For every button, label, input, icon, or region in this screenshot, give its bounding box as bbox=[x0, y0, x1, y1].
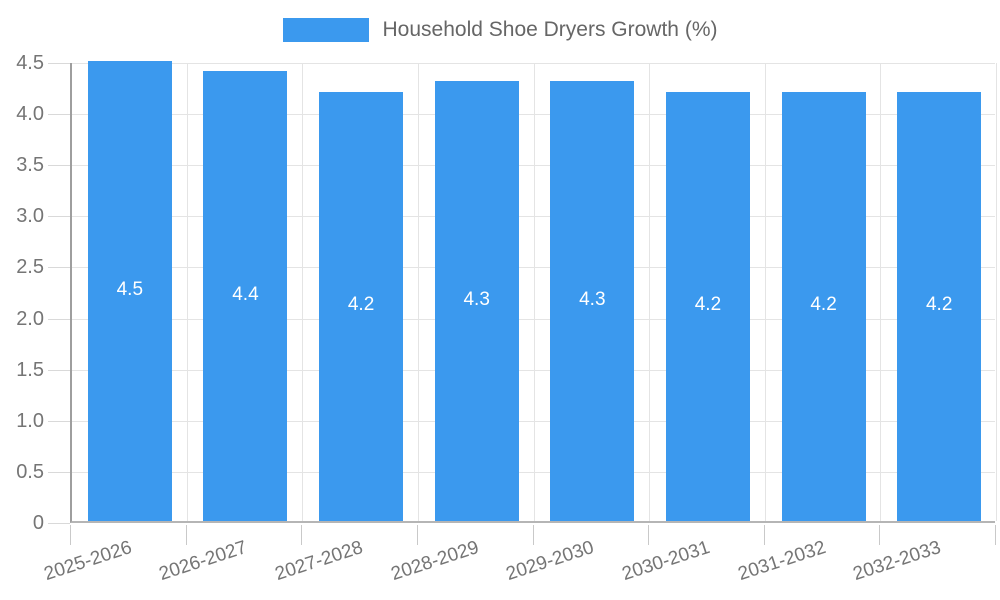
y-axis-label: 0 bbox=[32, 512, 44, 534]
y-axis-label: 4.0 bbox=[16, 103, 44, 126]
x-tick bbox=[301, 525, 303, 545]
bar[interactable]: 4.4 bbox=[203, 71, 288, 521]
y-axis-label: 1.0 bbox=[16, 409, 44, 432]
bar-value-label: 4.2 bbox=[925, 294, 953, 316]
y-axis-label: 2.5 bbox=[16, 256, 44, 279]
bar-value-label: 4.4 bbox=[232, 284, 259, 306]
bar[interactable]: 4.5 bbox=[87, 61, 172, 521]
x-tick bbox=[879, 525, 881, 545]
y-axis-label: 3.0 bbox=[16, 205, 44, 228]
bar[interactable]: 4.2 bbox=[897, 91, 982, 521]
x-grid-line bbox=[880, 63, 882, 521]
legend[interactable]: Household Shoe Dryers Growth (%) bbox=[0, 18, 1000, 42]
y-tick bbox=[48, 267, 70, 269]
x-grid-line bbox=[996, 63, 997, 521]
y-axis-label: 1.5 bbox=[16, 358, 44, 381]
y-axis-label: 2.0 bbox=[16, 307, 44, 330]
y-tick bbox=[48, 216, 70, 218]
bar[interactable]: 4.3 bbox=[434, 81, 519, 521]
y-tick bbox=[48, 523, 70, 524]
x-tick bbox=[995, 525, 996, 545]
y-tick bbox=[48, 165, 70, 167]
bar-value-label: 4.2 bbox=[347, 294, 375, 316]
x-grid-line bbox=[302, 63, 304, 521]
x-tick bbox=[70, 525, 71, 545]
x-grid-line bbox=[649, 63, 651, 521]
bar[interactable]: 4.3 bbox=[550, 81, 635, 521]
x-tick bbox=[185, 525, 187, 545]
x-tick bbox=[648, 525, 650, 545]
x-tick bbox=[763, 525, 765, 545]
bar[interactable]: 4.2 bbox=[319, 91, 404, 521]
bar-value-label: 4.2 bbox=[694, 294, 722, 316]
x-grid-line bbox=[417, 63, 419, 521]
x-grid-line bbox=[533, 63, 535, 521]
bar-value-label: 4.3 bbox=[579, 289, 606, 311]
bar-value-label: 4.3 bbox=[463, 289, 490, 311]
x-tick bbox=[532, 525, 534, 545]
plot-area: 4.5 4.4 4.2 4.3 4.3 4.2 4.2 4.2 bbox=[70, 61, 997, 523]
bar-value-label: 4.5 bbox=[116, 279, 144, 300]
x-grid-line bbox=[764, 63, 766, 521]
x-tick bbox=[416, 525, 418, 545]
legend-series-label: Household Shoe Dryers Growth (%) bbox=[382, 18, 718, 41]
bar-value-label: 4.2 bbox=[810, 294, 837, 316]
y-tick bbox=[48, 420, 70, 422]
y-tick bbox=[48, 471, 70, 473]
y-axis-label: 4.5 bbox=[16, 52, 44, 74]
y-axis-label: 0.5 bbox=[16, 460, 44, 483]
y-axis-label: 3.5 bbox=[16, 154, 44, 177]
y-tick bbox=[48, 114, 70, 116]
x-grid-line bbox=[186, 63, 188, 521]
legend-swatch-icon bbox=[282, 18, 369, 42]
bar[interactable]: 4.2 bbox=[665, 91, 750, 521]
y-tick bbox=[48, 369, 70, 371]
y-tick bbox=[48, 318, 70, 320]
bar[interactable]: 4.2 bbox=[781, 91, 866, 521]
y-tick bbox=[48, 63, 70, 64]
